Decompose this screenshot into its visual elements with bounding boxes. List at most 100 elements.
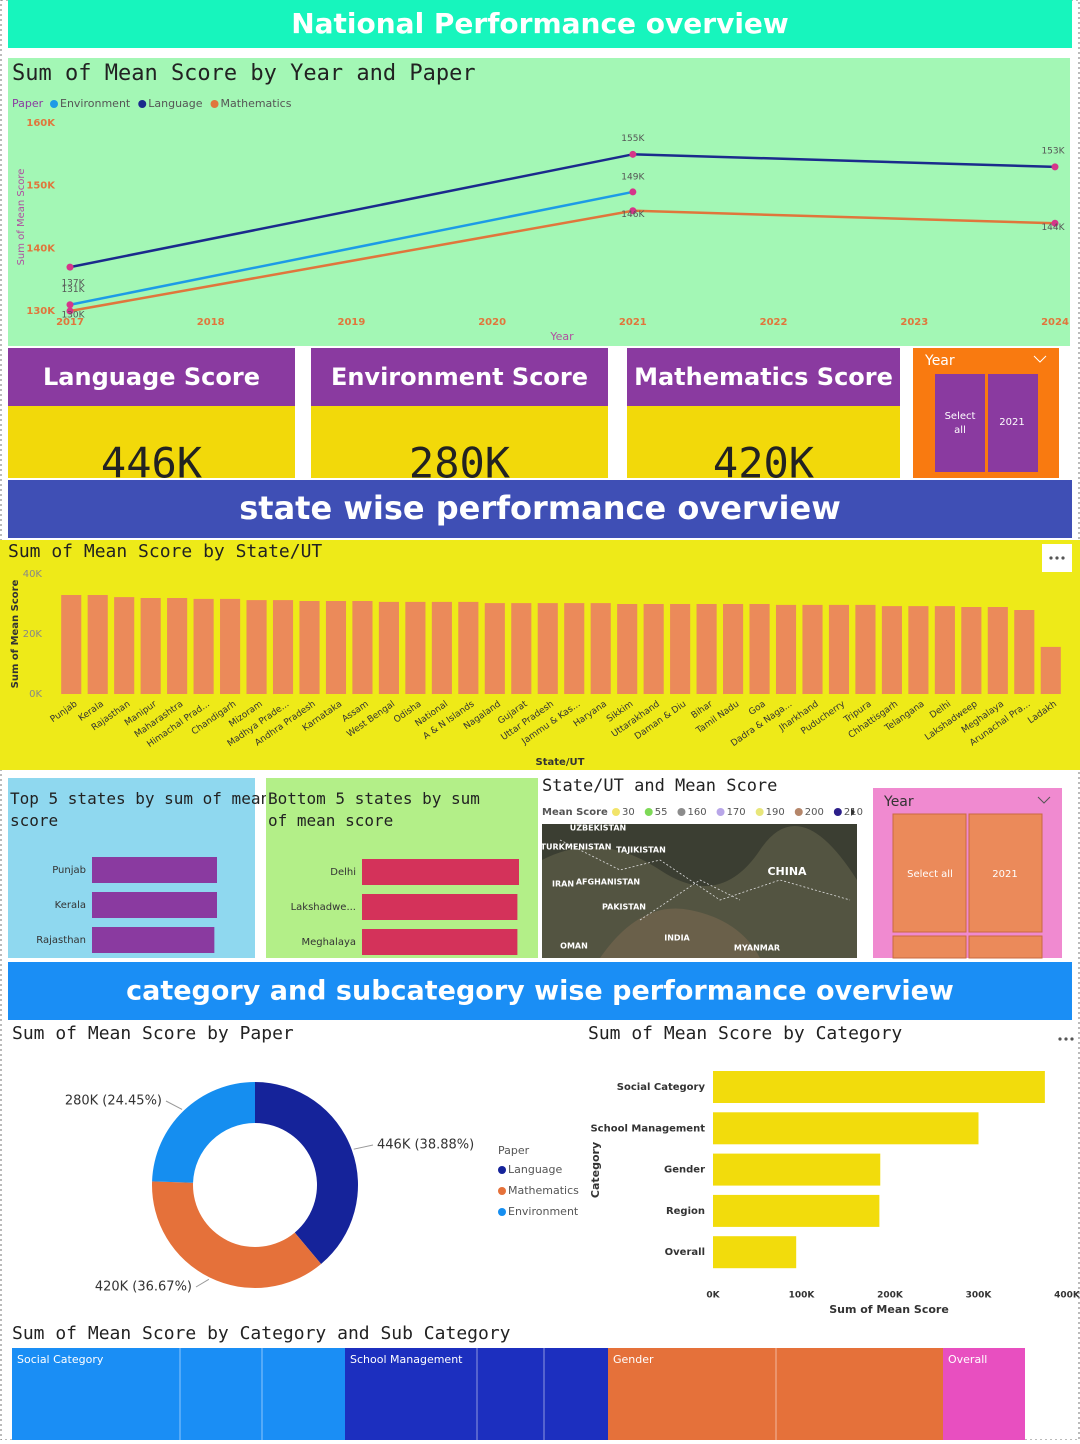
slicer-option[interactable]: Select all xyxy=(945,411,976,436)
bar xyxy=(140,598,161,694)
y-axis-title: Category xyxy=(589,1142,602,1198)
map-label: UZBEKISTAN xyxy=(570,824,627,833)
y-tick-label: 160K xyxy=(26,118,56,129)
chart-title: Bottom 5 states by sum of mean score xyxy=(268,789,480,830)
x-tick-label: 2020 xyxy=(478,317,506,328)
legend-label: Mathematics xyxy=(508,1184,579,1197)
x-axis-title: Year xyxy=(549,330,574,343)
x-axis-title: State/UT xyxy=(536,757,585,768)
slicer-tile[interactable] xyxy=(892,935,967,959)
bar xyxy=(749,604,770,694)
bar xyxy=(405,601,426,694)
treemap-tile[interactable] xyxy=(943,1348,1025,1440)
card-body xyxy=(8,406,295,478)
slicer-tile[interactable] xyxy=(988,374,1038,472)
legend-marker xyxy=(50,100,58,108)
data-point xyxy=(66,263,74,271)
data-label: 146K xyxy=(621,210,645,220)
legend-marker xyxy=(755,808,764,816)
more-options-dot xyxy=(1058,1037,1062,1041)
bar xyxy=(537,603,558,694)
legend-label: 55 xyxy=(655,807,668,818)
bar xyxy=(362,859,519,885)
more-options-dot xyxy=(1055,556,1059,560)
bar xyxy=(828,604,850,694)
terrain xyxy=(600,908,760,958)
y-axis-title: Sum of Mean Score xyxy=(10,579,21,688)
y-tick-label: 0K xyxy=(29,689,42,700)
data-point xyxy=(1051,219,1059,227)
y-tick-label: Rajasthan xyxy=(36,935,86,946)
slicer-tile[interactable] xyxy=(892,813,967,933)
bar xyxy=(484,603,505,694)
bar xyxy=(713,1112,979,1145)
banner-title: category and subcategory wise performanc… xyxy=(126,976,954,1007)
banner xyxy=(8,0,1072,48)
y-tick-label: Delhi xyxy=(330,867,356,878)
slicer-tile[interactable] xyxy=(968,813,1043,933)
chart-title-line: Top 5 states by sum of mean xyxy=(10,789,270,808)
chart-title-line: score xyxy=(10,811,58,830)
treemap-label: Overall xyxy=(948,1353,987,1366)
x-axis-title: Sum of Mean Score xyxy=(829,1303,949,1316)
bar xyxy=(643,604,664,694)
legend-marker xyxy=(498,1166,506,1174)
x-tick-label: 2021 xyxy=(619,317,647,328)
treemap-label: Social Category xyxy=(17,1353,104,1366)
y-tick-label: 140K xyxy=(26,243,56,254)
bar xyxy=(696,604,717,694)
y-tick-label: School Management xyxy=(590,1123,705,1134)
line-panel xyxy=(8,58,1070,346)
map-label: AFGHANISTAN xyxy=(576,878,640,887)
data-label: 446K (38.88%) xyxy=(377,1138,474,1153)
bar xyxy=(723,604,744,694)
bar xyxy=(458,601,479,694)
legend-marker xyxy=(612,808,620,816)
slicer-chevron xyxy=(1033,355,1047,363)
data-label: 153K xyxy=(1041,146,1065,156)
data-point xyxy=(629,150,637,158)
y-tick-label: 40K xyxy=(23,569,43,580)
banner-title: National Performance overview xyxy=(291,7,789,40)
more-options-dot xyxy=(1061,556,1065,560)
legend-marker xyxy=(677,808,686,816)
y-tick-label: 130K xyxy=(26,306,56,317)
slicer-title: Year xyxy=(883,794,914,810)
slicer-option[interactable]: 2021 xyxy=(999,417,1024,428)
x-tick-label: 2017 xyxy=(56,317,84,328)
data-label: 149K xyxy=(621,172,645,182)
legend-marker xyxy=(138,100,147,108)
y-axis-title: Sum of Mean Score xyxy=(16,169,27,266)
chart-title: Sum of Mean Score by Category xyxy=(588,1023,902,1044)
bar xyxy=(802,604,823,694)
bar xyxy=(934,606,955,694)
banner-title: state wise performance overview xyxy=(239,489,841,527)
card-value: 280K xyxy=(409,439,511,488)
slicer-option[interactable]: Select all xyxy=(907,869,953,880)
x-tick-label: 2023 xyxy=(900,317,928,328)
map-label: IRAN xyxy=(552,880,574,889)
legend-scroll xyxy=(851,808,855,816)
treemap-tile[interactable] xyxy=(12,1348,345,1440)
bar xyxy=(362,929,518,955)
card-header xyxy=(8,348,295,406)
card-header xyxy=(311,348,608,406)
slicer-option-line: all xyxy=(954,425,966,436)
y-tick-label: Gender xyxy=(664,1165,705,1176)
slicer-option[interactable]: 2021 xyxy=(992,869,1017,880)
bar xyxy=(713,1071,1045,1103)
treemap-label: Gender xyxy=(613,1353,654,1366)
bar xyxy=(961,607,982,694)
legend-title: Mean Score xyxy=(542,807,608,818)
banner xyxy=(8,480,1072,538)
legend-label: 160 xyxy=(687,807,706,818)
slicer-tile[interactable] xyxy=(935,374,985,472)
data-point xyxy=(66,301,74,309)
card-body xyxy=(627,406,900,478)
legend-label: Language xyxy=(508,1163,563,1176)
legend-marker xyxy=(210,100,219,108)
y-tick-label: Region xyxy=(666,1206,705,1217)
legend-label: 170 xyxy=(727,807,746,818)
legend-label: 30 xyxy=(622,807,635,818)
slicer-tile[interactable] xyxy=(968,935,1043,959)
